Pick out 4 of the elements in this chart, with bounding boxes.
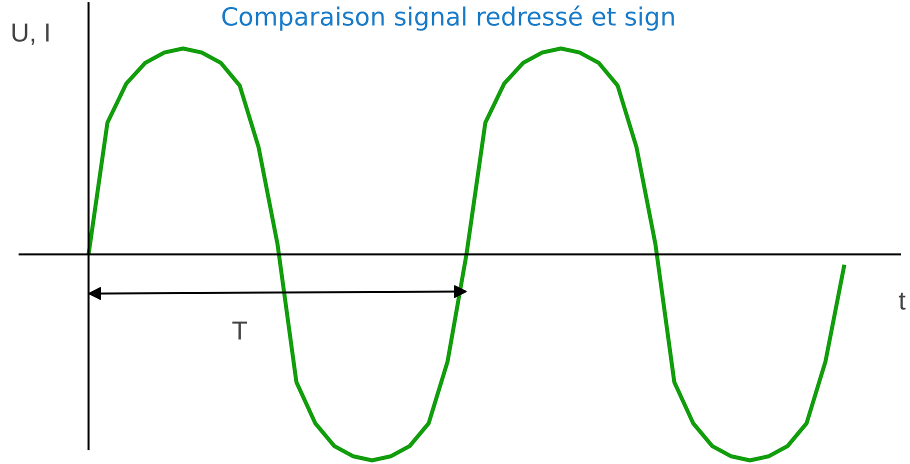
y-axis-title: U, I [10, 18, 51, 48]
annotation: T [232, 316, 248, 346]
chart-title: Comparaison signal redressé et sign [220, 2, 676, 32]
x-axis-title: t [898, 286, 906, 316]
